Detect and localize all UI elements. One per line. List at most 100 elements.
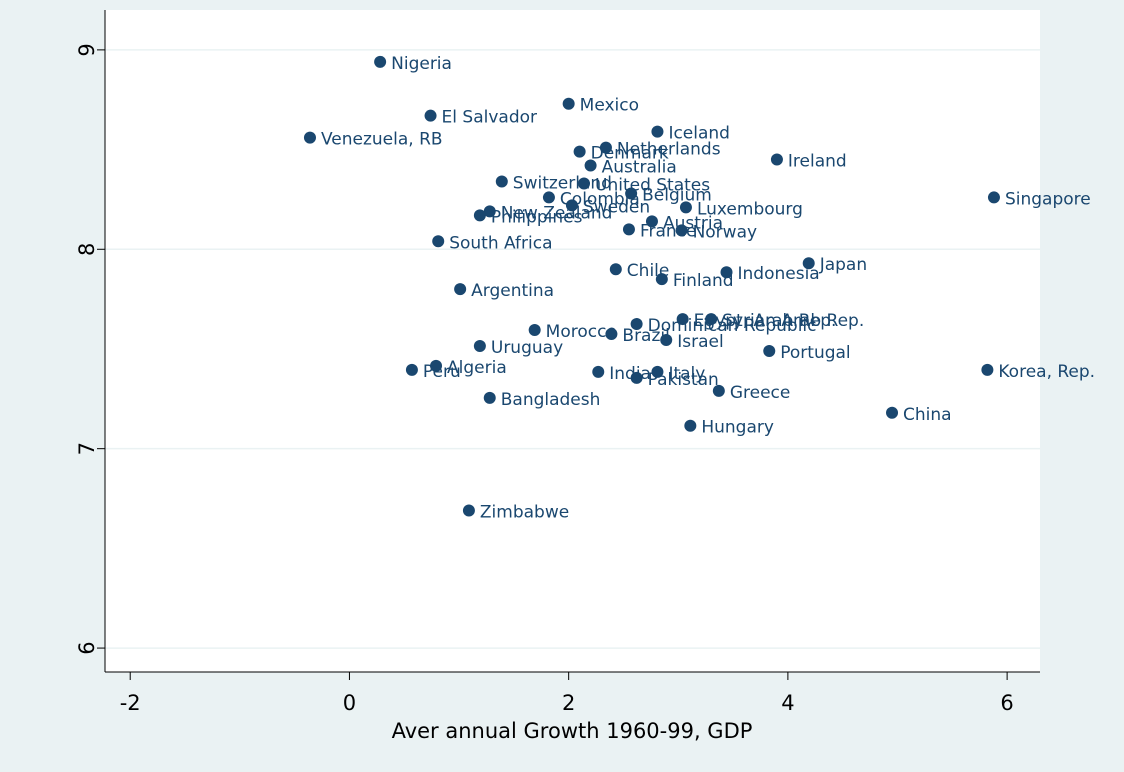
point [605,328,618,341]
point-label: Morocco [546,322,617,342]
point-label: Australia [602,158,677,178]
y-tick-label: 7 [75,442,99,455]
point [592,365,605,378]
point [573,145,586,158]
point [705,313,718,326]
point-label: Singapore [1005,189,1091,209]
point-label: Hungary [701,418,774,438]
point [675,224,688,237]
point [987,191,1000,204]
x-axis-label: Aver annual Growth 1960-99, GDP [392,719,753,743]
point [599,141,612,154]
point [405,363,418,376]
point-label: Korea, Rep. [998,362,1095,382]
point-label: Mexico [580,96,639,116]
point [430,359,443,372]
point [684,419,697,432]
point-label: New Zealand [501,203,613,223]
point [432,235,445,248]
point [483,205,496,218]
point [578,177,591,190]
point-label: Portugal [780,343,850,363]
point-label: Venezuela, RB [321,130,443,150]
point [802,257,815,270]
point [770,153,783,166]
point [374,55,387,68]
point [542,191,555,204]
point [454,283,467,296]
point-label: Egypt, Arab Rep. [694,311,837,331]
point-label: Algeria [447,358,507,378]
point [655,273,668,286]
point-label: Iceland [668,124,730,144]
point [609,263,622,276]
point-label: Luxembourg [697,199,803,219]
point-label: Israel [677,332,723,352]
point [424,109,437,122]
point [645,215,658,228]
x-tick-label: 6 [1000,691,1013,715]
point [679,201,692,214]
point-label: Argentina [471,281,554,301]
point-label: South Africa [449,233,552,253]
y-tick-label: 9 [75,43,99,56]
point-label: Belgium [642,185,712,205]
point [562,97,575,110]
point [981,363,994,376]
point [483,391,496,404]
point [495,175,508,188]
point-label: Brazil [622,326,669,346]
point [303,131,316,144]
point [676,313,689,326]
point-label: Japan [819,255,867,275]
point-label: Dominican Republic [648,316,817,336]
point [462,504,475,517]
point [584,159,597,172]
point [625,187,638,200]
point-label: Zimbabwe [480,502,569,522]
point-label: Uruguay [491,338,563,358]
x-tick-label: 2 [562,691,575,715]
point [720,266,733,279]
point-label: Peru [423,362,461,382]
point [473,209,486,222]
point-label: China [903,405,952,425]
point-label: Colombia [560,189,640,209]
point-label: Greece [730,383,791,403]
point-label: India [609,364,651,384]
point-label: Philippines [491,207,583,227]
point-label: Denmark [591,144,669,164]
y-tick-label: 6 [75,641,99,654]
point [712,384,725,397]
x-tick-label: 0 [343,691,356,715]
point-label: El Salvador [442,108,537,128]
point [622,223,635,236]
y-tick-label: 8 [75,243,99,256]
point [651,365,664,378]
point-label: United States [595,175,710,195]
point-label: Italy [668,364,705,384]
point-label: Bangladesh [501,390,601,410]
point-label: Indonesia [738,264,820,284]
point-label: Ireland [788,152,847,172]
point [473,339,486,352]
point-label: Sweden [583,197,650,217]
point-label: Pakistan [648,370,719,390]
x-tick-label: -2 [120,691,141,715]
point [660,334,673,347]
point [565,199,578,212]
x-tick-label: 4 [781,691,794,715]
plot-area [105,10,1040,672]
point-label: Nigeria [391,54,452,74]
point-label: Finland [673,271,734,291]
point-label: France [640,221,697,241]
point [630,371,643,384]
point [763,344,776,357]
point [886,406,899,419]
point [651,125,664,138]
point-label: Syrian Arab Rep. [722,311,864,331]
point [528,324,541,337]
point-label: Norway [693,222,758,242]
point [630,318,643,331]
